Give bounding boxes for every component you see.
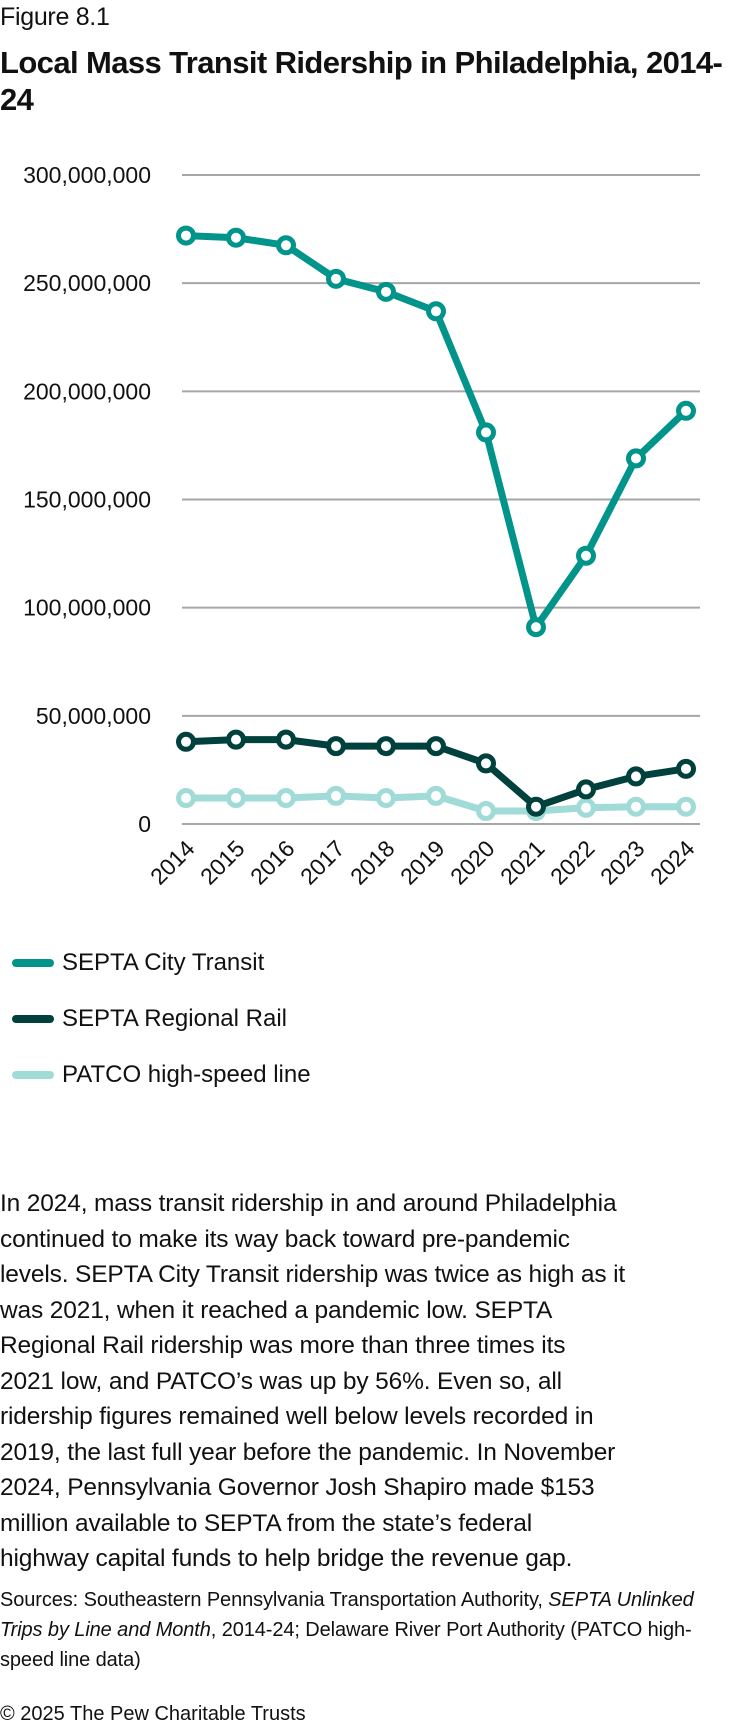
data-point [676,796,696,817]
data-point [476,753,496,774]
body-line: million available to SEPTA from the stat… [0,1509,533,1537]
legend-swatch [12,1071,54,1079]
legend-item-patco: PATCO high-speed line [12,1062,311,1088]
data-point [626,796,646,817]
data-point [276,788,296,809]
body-line: levels. SEPTA City Transit ridership was… [0,1261,626,1288]
sources-suffix: , 2014-24; Delaware River Port Authority… [0,1619,692,1671]
data-point [326,268,346,289]
series-septa-regional-rail [176,729,696,817]
x-tick-label: 2014 [145,835,200,890]
data-point [376,281,396,302]
legend-label: SEPTA Regional Rail [62,1005,287,1032]
sources-note: Sources: Southeastern Pennsylvania Trans… [0,1585,732,1675]
x-tick-label: 2023 [595,835,650,890]
body-paragraph: In 2024, mass transit ridership in and a… [0,1186,732,1577]
y-tick-label: 150,000,000 [23,487,151,513]
legend-swatch [12,959,54,967]
x-tick-label: 2020 [445,835,500,890]
data-point [226,788,246,809]
data-point [526,617,546,638]
series-line [182,232,690,631]
sources-title: SEPTA Unlinked Trips by Line and Month [0,1589,694,1641]
chart-title: Local Mass Transit Ridership in Philadel… [0,45,723,117]
data-point [676,400,696,421]
x-tick-label: 2021 [495,835,550,890]
x-tick-label: 2019 [395,835,450,890]
copyright: © 2025 The Pew Charitable Trusts [0,1703,306,1725]
x-tick-label: 2018 [345,835,400,890]
x-tick-label: 2017 [295,835,350,890]
data-point [476,422,496,443]
data-point [526,796,546,817]
y-tick-label: 200,000,000 [23,378,151,404]
data-point [576,797,596,818]
body-line: Regional Rail ridership was more than th… [0,1332,566,1359]
y-tick-label: 50,000,000 [36,703,151,729]
x-tick-label: 2022 [545,835,600,890]
data-point [376,736,396,757]
data-point [626,448,646,469]
data-point [426,785,446,806]
line-chart: 0 50,000,000 100,000,000 150,000,000 200,000… [23,162,700,890]
body-line: 2024, Pennsylvania Governor Josh Shapiro… [0,1474,595,1501]
legend-label: SEPTA City Transit [62,949,265,976]
series-lines [176,225,696,822]
series-patco-high-speed-line [176,785,696,822]
gridlines [182,174,700,825]
sources-prefix: Sources: Southeastern Pennsylvania Trans… [0,1589,549,1611]
x-axis-ticks: 2014201520162017201820192020202120222023… [145,835,700,890]
legend-label: PATCO high-speed line [62,1061,311,1088]
legend-item-septa-regional-rail: SEPTA Regional Rail [12,1006,311,1032]
figure-label: Figure 8.1 [0,3,110,31]
data-point [176,225,196,246]
body-line: 2021 low, and PATCO’s was up by 56%. Eve… [0,1367,562,1395]
body-line: was 2021, when it reached a pandemic low… [0,1296,553,1324]
data-point [426,301,446,322]
body-line: ridership figures remained well below le… [0,1403,594,1430]
y-tick-label: 100,000,000 [23,595,151,621]
data-point [326,785,346,806]
body-line: highway capital funds to help bridge the… [0,1545,573,1572]
body-line: In 2024, mass transit ridership in and a… [0,1190,617,1217]
legend-item-septa-city-transit: SEPTA City Transit [12,950,311,976]
y-axis-ticks: 0 50,000,000 100,000,000 150,000,000 200,000… [23,162,151,837]
y-tick-label: 250,000,000 [23,270,151,296]
x-tick-label: 2016 [245,835,300,890]
chart-legend: SEPTA City Transit SEPTA Regional Rail P… [12,950,311,1118]
data-point [476,801,496,822]
data-point [176,731,196,752]
data-point [576,779,596,800]
data-point [276,235,296,256]
legend-swatch [12,1015,54,1023]
data-point [276,729,296,750]
body-line: 2019, the last full year before the pand… [0,1438,616,1466]
x-tick-label: 2015 [195,835,250,890]
data-point [676,758,696,779]
body-line: continued to make its way back toward pr… [0,1225,570,1253]
x-tick-label: 2024 [645,835,700,890]
y-tick-label: 0 [138,811,151,837]
data-point [326,736,346,757]
data-point [376,788,396,809]
data-point [226,729,246,750]
data-point [626,766,646,787]
series-septa-city-transit [176,225,696,638]
data-point [426,736,446,757]
data-point [226,227,246,248]
data-point [176,788,196,809]
data-point [576,545,596,566]
y-tick-label: 300,000,000 [23,162,151,188]
